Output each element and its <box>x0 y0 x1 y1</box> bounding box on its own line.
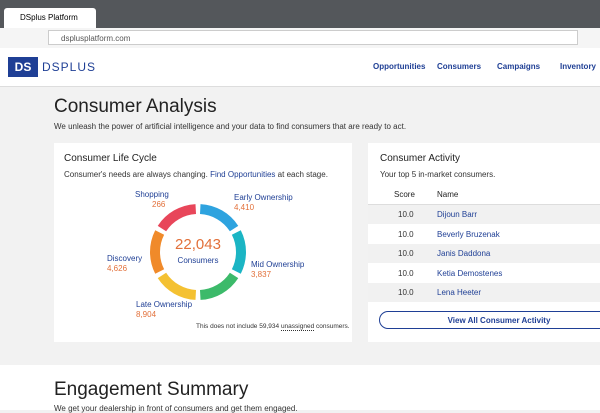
activity-card: Consumer Activity Your top 5 in-market c… <box>368 143 600 342</box>
card-description: Consumer's needs are always changing. Fi… <box>64 170 328 179</box>
stage-value: 8,904 <box>136 310 157 319</box>
stage-name: Shopping <box>135 190 169 199</box>
card-title: Consumer Activity <box>380 153 461 164</box>
nav-item[interactable]: Consumers <box>437 62 482 71</box>
stage-name: Early Ownership <box>234 193 293 202</box>
text: at each stage. <box>277 170 328 179</box>
text: This does not include 59,934 <box>196 323 280 330</box>
address-bar[interactable]: dsplusplatform.com <box>48 30 578 45</box>
score: 10.0 <box>398 229 414 239</box>
donut-segment <box>199 272 239 300</box>
section-subtitle: We get your dealership in front of consu… <box>54 404 298 413</box>
section-title: Engagement Summary <box>54 379 249 400</box>
score: 10.0 <box>398 249 414 258</box>
view-all-button[interactable]: View All Consumer Activity <box>379 311 600 329</box>
stage-name: Late Ownership <box>136 300 193 309</box>
stage-value: 3,837 <box>251 270 272 279</box>
donut-segment <box>199 204 239 232</box>
table-row: 10.0 Dijoun Barr <box>368 205 600 224</box>
logo-mark[interactable]: DS <box>8 57 38 77</box>
stage-value: 266 <box>152 200 166 209</box>
table-row: 10.0 Lena Heeter <box>368 283 600 302</box>
browser-bar <box>0 0 600 28</box>
link[interactable]: Find Opportunities <box>210 170 276 179</box>
card-subtitle: Your top 5 in-market consumers. <box>380 170 496 179</box>
card-title: Consumer Life Cycle <box>64 153 157 164</box>
donut <box>150 204 246 300</box>
donut-segment <box>157 204 197 232</box>
nav-item[interactable]: Campaigns <box>497 62 541 71</box>
page-title: Consumer Analysis <box>54 96 217 117</box>
stage-value: 4,410 <box>234 203 255 212</box>
name-link[interactable]: Lena Heeter <box>437 288 482 297</box>
total: 22,043 <box>175 236 221 253</box>
footnote: This does not include 59,934 unassigned … <box>196 323 350 331</box>
name-link[interactable]: Janis Daddona <box>437 249 491 258</box>
tab[interactable]: DSplus Platform <box>4 8 96 28</box>
page-subtitle: We unleash the power of artificial intel… <box>54 122 407 131</box>
score: 10.0 <box>398 210 414 219</box>
nav-item[interactable]: Inventory <box>560 62 597 71</box>
stage-value: 4,626 <box>107 264 128 273</box>
score: 10.0 <box>398 268 414 278</box>
stage-name: Mid Ownership <box>251 260 305 269</box>
table-header: Score Name <box>368 185 600 205</box>
engagement-section <box>0 365 600 410</box>
stage-name: Discovery <box>107 254 143 263</box>
text: Consumer's needs are always changing. <box>64 170 208 179</box>
score: 10.0 <box>398 288 414 297</box>
link[interactable]: unassigned <box>280 323 315 331</box>
life-cycle-card <box>54 143 352 342</box>
header-cell: Score <box>394 190 415 199</box>
table-row: 10.0 Ketia Demostenes <box>368 263 600 283</box>
donut-segment <box>150 230 165 274</box>
name-link[interactable]: Ketia Demostenes <box>437 268 503 278</box>
table-row: 10.0 Janis Daddona <box>368 244 600 263</box>
name-link[interactable]: Beverly Bruzenak <box>437 229 500 239</box>
nav-bar <box>0 48 600 87</box>
donut-segment <box>231 230 246 274</box>
donut-segment <box>157 272 197 300</box>
table-row: 10.0 Beverly Bruzenak <box>368 224 600 244</box>
text: consumers. <box>316 323 350 330</box>
nav-item[interactable]: Opportunities <box>373 62 426 71</box>
header-cell: Name <box>437 190 459 199</box>
total-label: Consumers <box>177 256 219 265</box>
name-link[interactable]: Dijoun Barr <box>437 210 478 219</box>
logo-text[interactable]: DSPLUS <box>42 60 97 74</box>
